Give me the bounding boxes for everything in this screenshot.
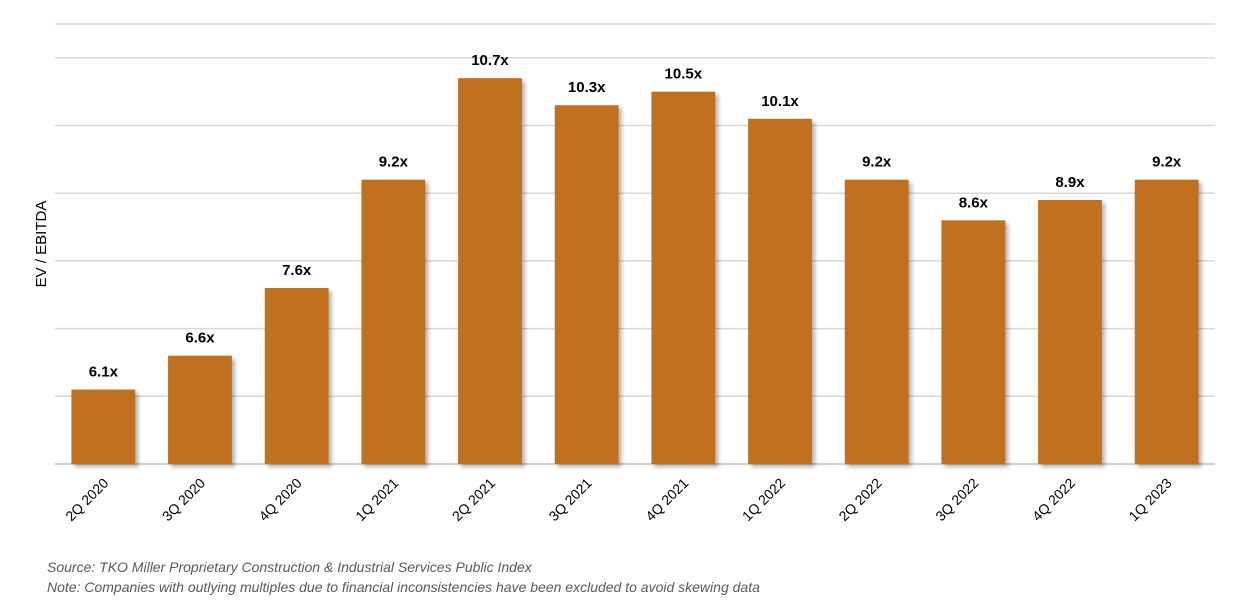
x-tick-label: 3Q 2022 [932,475,981,524]
data-label: 7.6x [282,262,312,279]
data-label: 10.3x [568,79,606,96]
data-label: 8.9x [1055,174,1085,191]
x-tick-label: 4Q 2022 [1029,475,1078,524]
bars [71,78,1199,465]
data-label: 10.1x [761,93,799,110]
x-tick-label: 3Q 2021 [545,475,594,524]
x-tick-label: 4Q 2021 [642,475,691,524]
data-label: 10.5x [665,66,703,83]
data-label: 9.2x [862,154,892,171]
bar [844,179,909,464]
bar [1134,179,1199,464]
x-tick-label: 2Q 2020 [62,475,111,524]
bar [941,220,1006,464]
x-tick-label: 2Q 2022 [835,475,884,524]
x-tick-label: 4Q 2020 [255,475,304,524]
footnotes: Source: TKO Miller Proprietary Construct… [47,557,760,597]
bar [651,91,716,464]
bar [168,355,232,464]
data-label: 10.7x [471,52,509,69]
data-label: 9.2x [379,154,409,171]
data-label: 8.6x [959,194,989,211]
x-tick-label: 1Q 2023 [1125,475,1174,524]
data-label: 6.6x [185,330,215,347]
bar [361,179,426,464]
data-label: 6.1x [89,364,119,381]
x-tick-label: 1Q 2021 [352,475,401,524]
exclusion-note: Note: Companies with outlying multiples … [47,579,760,595]
x-tick-label: 1Q 2022 [739,475,788,524]
x-tick-label: 3Q 2020 [159,475,208,524]
bar [748,118,812,465]
bar [264,288,329,464]
source-note: Source: TKO Miller Proprietary Construct… [47,559,532,575]
bar [554,105,619,464]
x-tick-labels: 2Q 2020 3Q 2020 4Q 2020 1Q 2021 2Q 2021 3Q 20… [62,475,1175,524]
bar [458,78,522,465]
x-tick-label: 2Q 2021 [449,475,498,524]
data-labels: 6.1x 6.6x 7.6x 9.2x 10.7x 10.3x 10.5x 10.1x 9.2x… [89,52,1182,380]
bar [71,389,136,464]
bar [1038,200,1102,464]
gridlines [55,23,1215,465]
y-axis-title: EV / EBITDA [33,201,50,288]
data-label: 9.2x [1152,154,1182,171]
